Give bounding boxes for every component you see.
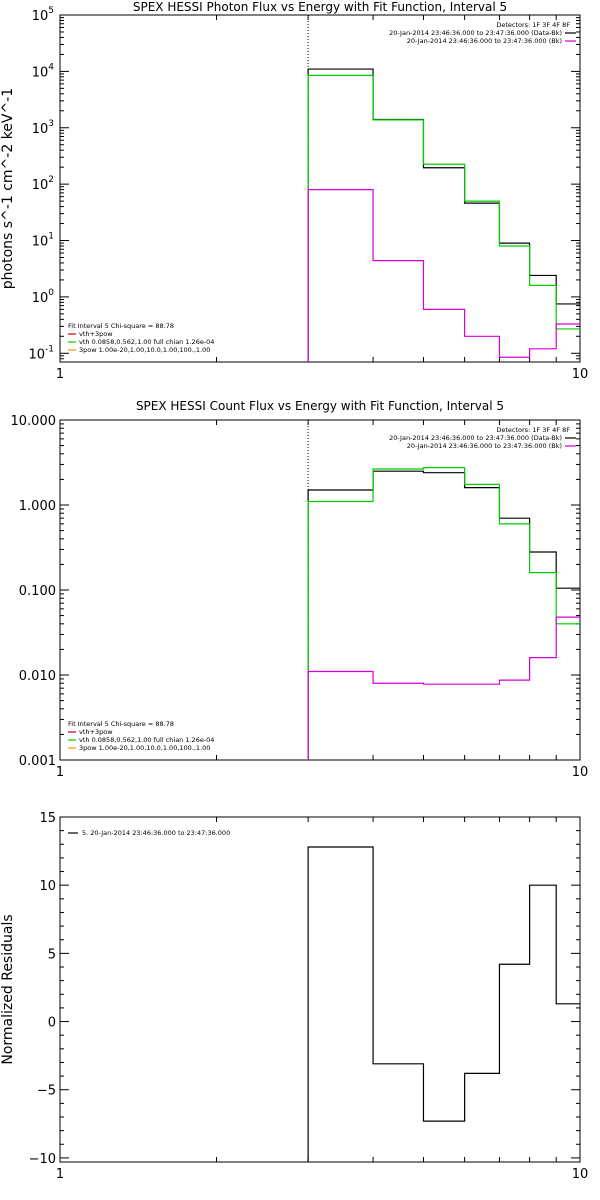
y-tick-base: 10 (32, 291, 49, 306)
chart-title: SPEX HESSI Photon Flux vs Energy with Fi… (133, 0, 507, 14)
y-tick-label: 10 (39, 879, 56, 894)
y-tick-label: 10-1 (28, 344, 54, 362)
chart-title: SPEX HESSI Count Flux vs Energy with Fit… (136, 399, 504, 413)
legend-entry-label: vth 0.0858,0.562,1.00 full chian 1.26e-0… (79, 338, 214, 346)
series-line-1 (307, 846, 580, 1162)
legend-entry-label: 5. 20-Jan-2014 23:46:36.000 to 23:47:36.… (82, 829, 230, 837)
legend-entry-label: 20-Jan-2014 23:46:36.000 to 23:47:36.000… (389, 29, 562, 37)
y-tick-label: 1.000 (19, 499, 56, 514)
y-tick-label: 104 (32, 62, 55, 80)
legend-header: Detectors: 1F 3F 4F 8F (496, 426, 570, 434)
series-line-2 (307, 467, 580, 760)
y-tick-exponent: 3 (48, 119, 54, 129)
plot-frame (59, 419, 581, 761)
y-tick-base: 10 (32, 122, 49, 137)
legend-entry-label: 20-Jan-2014 23:46:36.000 to 23:47:36.000… (389, 434, 562, 442)
y-tick-label: 103 (32, 119, 54, 137)
y-tick-base: 10 (32, 65, 49, 80)
y-tick-label: 0.100 (19, 584, 56, 599)
legend-entry-label: 20-Jan-2014 23:46:36.000 to 23:47:36.000… (407, 37, 562, 45)
y-tick-exponent: 5 (48, 6, 54, 16)
x-tick-label: 10 (572, 367, 589, 382)
legend-header: Fit Interval 5 Chi-square = 88.78 (68, 720, 174, 728)
y-tick-label: −5 (37, 1084, 56, 1099)
y-tick-exponent: 4 (48, 62, 54, 72)
y-tick-label: 15 (39, 811, 56, 826)
legend-entry-label: vth+3pow (79, 330, 113, 338)
legend-entry-label: 3pow 1.00e-20,1.00,10.0,1.00,100.,1.00 (79, 744, 210, 752)
y-tick-base: 10 (32, 178, 49, 193)
y-tick-label: 5 (48, 947, 56, 962)
y-axis-label: photons s^-1 cm^-2 keV^-1 (0, 88, 16, 289)
y-tick-label: 0 (48, 1016, 56, 1031)
y-tick-label: 105 (32, 6, 54, 24)
y-tick-label: −10 (29, 1152, 56, 1167)
y-axis-label: Normalized Residuals (0, 914, 16, 1064)
y-tick-exponent: 1 (48, 232, 54, 242)
series-line-3 (307, 188, 580, 362)
y-tick-label: 10.000 (11, 414, 57, 429)
y-tick-label: 100 (32, 288, 55, 306)
x-tick-label: 1 (56, 765, 64, 780)
y-tick-label: 0.001 (19, 754, 56, 769)
plot-frame (59, 14, 581, 363)
legend-header: Fit Interval 5 Chi-square = 88.78 (68, 322, 174, 330)
x-tick-label: 10 (572, 1167, 589, 1182)
x-tick-label: 10 (572, 765, 589, 780)
y-tick-exponent: 0 (48, 288, 54, 298)
y-tick-label: 101 (32, 232, 54, 250)
y-tick-label: 102 (32, 175, 54, 193)
series-line-1 (307, 68, 580, 362)
x-tick-label: 1 (56, 367, 64, 382)
chart-panel-3: 1 10 −10 −5 0 5 10 15 Normalized Residuals 5. 20-… (0, 811, 588, 1182)
chart-panel-2: SPEX HESSI Count Flux vs Energy with Fit… (11, 399, 589, 780)
series-line-2 (307, 74, 580, 362)
legend-entry-label: vth 0.0858,0.562,1.00 full chian 1.26e-0… (79, 736, 214, 744)
chart-panel-1: SPEX HESSI Photon Flux vs Energy with Fi… (0, 0, 588, 382)
y-tick-base: 10 (32, 235, 49, 250)
x-tick-label: 1 (56, 1167, 64, 1182)
y-tick-label: 0.010 (19, 669, 56, 684)
y-tick-base: 10 (28, 347, 45, 362)
y-tick-exponent: -1 (45, 344, 54, 354)
plot-frame (59, 816, 581, 1163)
legend-header: Detectors: 1F 3F 4F 8F (496, 21, 570, 29)
series-line-1 (307, 470, 580, 760)
series-line-3 (307, 616, 580, 760)
legend-entry-label: 20-Jan-2014 23:46:36.000 to 23:47:36.000… (407, 442, 562, 450)
legend-entry-label: 3pow 1.00e-20,1.00,10.0,1.00,100.,1.00 (79, 346, 210, 354)
legend-entry-label: vth+3pow (79, 728, 113, 736)
y-tick-base: 10 (32, 9, 49, 24)
y-tick-exponent: 2 (48, 175, 54, 185)
